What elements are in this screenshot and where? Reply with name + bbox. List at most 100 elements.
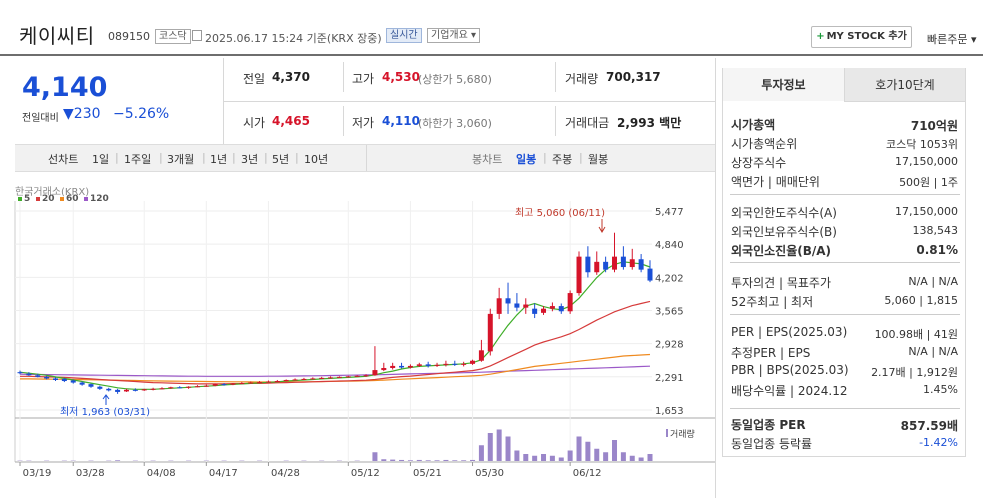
separator: | xyxy=(115,151,119,164)
candle-body xyxy=(612,256,618,270)
tab-daily[interactable]: 일봉 xyxy=(516,153,537,166)
realtime-badge[interactable]: 실시간 xyxy=(386,28,422,43)
quick-order-label: 빠른주문 xyxy=(927,33,968,46)
volume-bar xyxy=(496,429,502,461)
tab-period-5y[interactable]: 5년 xyxy=(272,153,290,166)
volume-bar xyxy=(558,457,564,461)
volume-bar xyxy=(478,445,484,461)
candle-body xyxy=(97,386,103,389)
candle-body xyxy=(558,306,564,312)
tab-weekly[interactable]: 주봉 xyxy=(552,153,573,166)
volume-bar xyxy=(452,460,458,461)
tab-orderbook[interactable]: 호가10단계 xyxy=(844,68,965,102)
volume-bar xyxy=(567,450,573,461)
candle-body xyxy=(115,389,121,392)
amount-unit: 백만 xyxy=(659,116,682,130)
info-row-value: 710억원 xyxy=(910,119,958,133)
volume-bar xyxy=(390,459,396,461)
volume-bar xyxy=(576,436,582,461)
candle-body xyxy=(532,308,538,314)
volume-bar xyxy=(381,459,387,461)
volume-bar xyxy=(425,460,431,461)
candle-body xyxy=(620,256,626,268)
volume-bar xyxy=(461,460,467,461)
volume-bar xyxy=(638,457,644,461)
candle-body xyxy=(239,383,245,385)
info-row-value: N/A | N/A xyxy=(908,275,958,288)
tab-candle-chart[interactable]: 봉차트 xyxy=(472,153,503,166)
ma5-line xyxy=(19,261,651,390)
ma5-swatch xyxy=(18,197,22,201)
low-annotation: 최저 1,963 (03/31) xyxy=(60,406,150,418)
info-row-value: 17,150,000 xyxy=(895,155,958,168)
candle-body xyxy=(70,380,76,383)
x-tick-label: 03/19 xyxy=(23,468,52,479)
stock-code: 089150 xyxy=(108,30,150,43)
separator: | xyxy=(232,151,236,164)
info-row-label: 시가총액순위 xyxy=(731,137,798,151)
ma20-swatch xyxy=(36,197,40,201)
info-row-value: 17,150,000 xyxy=(895,205,958,218)
tab-monthly[interactable]: 월봉 xyxy=(588,153,609,166)
timestamp: 2025.06.17 15:24 기준(KRX 장중) xyxy=(205,32,382,45)
candle-body xyxy=(283,379,289,382)
candle-body xyxy=(470,360,476,364)
candle-body xyxy=(461,363,467,365)
separator: | xyxy=(264,151,268,164)
tab-period-3y[interactable]: 3년 xyxy=(241,153,259,166)
tab-period-1w[interactable]: 1주일 xyxy=(124,153,152,166)
candle-body xyxy=(399,365,405,368)
current-price: 4,140 xyxy=(22,72,108,103)
info-row-value: 500원 | 1주 xyxy=(899,176,958,189)
info-row-value: 코스닥 1053위 xyxy=(886,138,958,151)
calendar-icon xyxy=(192,30,202,41)
divider xyxy=(223,101,715,102)
volume-legend-swatch xyxy=(666,429,668,437)
candle-body xyxy=(354,375,360,377)
candle-body xyxy=(79,382,85,385)
tab-period-3m[interactable]: 3개월 xyxy=(167,153,195,166)
candle-body xyxy=(594,261,600,273)
tab-period-1d[interactable]: 1일 xyxy=(92,153,110,166)
candle-body xyxy=(159,388,165,390)
volume-bar xyxy=(115,460,121,461)
x-tick-label: 05/30 xyxy=(475,468,504,479)
change-label: 전일대비 xyxy=(22,113,59,124)
info-row-label: 외국인보유주식수(B) xyxy=(731,225,837,239)
my-stock-add-button[interactable]: + MY STOCK 추가 xyxy=(811,26,912,48)
separator: | xyxy=(579,151,583,164)
separator: | xyxy=(543,151,547,164)
tab-line-chart[interactable]: 선차트 xyxy=(48,153,79,166)
candle-body xyxy=(61,378,67,382)
stock-name: 케이씨티 xyxy=(19,24,95,48)
candle-body xyxy=(212,384,218,386)
volume-bar xyxy=(629,455,635,461)
candle-body xyxy=(638,259,644,270)
candle-body xyxy=(44,376,50,379)
candle-body xyxy=(443,363,449,365)
low-arrow-head xyxy=(102,394,110,400)
candle-body xyxy=(523,304,529,308)
info-row-value: 5,060 | 1,815 xyxy=(884,294,958,307)
ma120-line xyxy=(19,365,651,377)
quick-order-link[interactable]: 빠른주문 ▾ xyxy=(927,31,977,47)
info-row-label: 투자의견 | 목표주가 xyxy=(731,276,831,290)
volume-bar xyxy=(416,459,422,461)
volume-bar xyxy=(399,459,405,461)
candle-body xyxy=(585,256,591,273)
candle-body xyxy=(106,388,112,391)
y-tick-label: 1,653 xyxy=(655,406,684,417)
company-info-dropdown[interactable]: 기업개요 ▾ xyxy=(427,28,481,43)
info-row-label: 액면가 | 매매단위 xyxy=(731,175,820,189)
volume-bar xyxy=(407,460,413,461)
candle-body xyxy=(603,261,609,270)
volume-bar xyxy=(620,452,626,461)
candle-body xyxy=(132,389,138,391)
chevron-down-icon: ▾ xyxy=(967,33,977,46)
divider xyxy=(555,62,556,92)
info-row-value: 1.45% xyxy=(923,383,958,396)
ma120-swatch xyxy=(84,197,88,201)
tab-period-10y[interactable]: 10년 xyxy=(304,153,329,166)
tab-invest-info[interactable]: 투자정보 xyxy=(723,68,844,102)
tab-period-1y[interactable]: 1년 xyxy=(210,153,228,166)
